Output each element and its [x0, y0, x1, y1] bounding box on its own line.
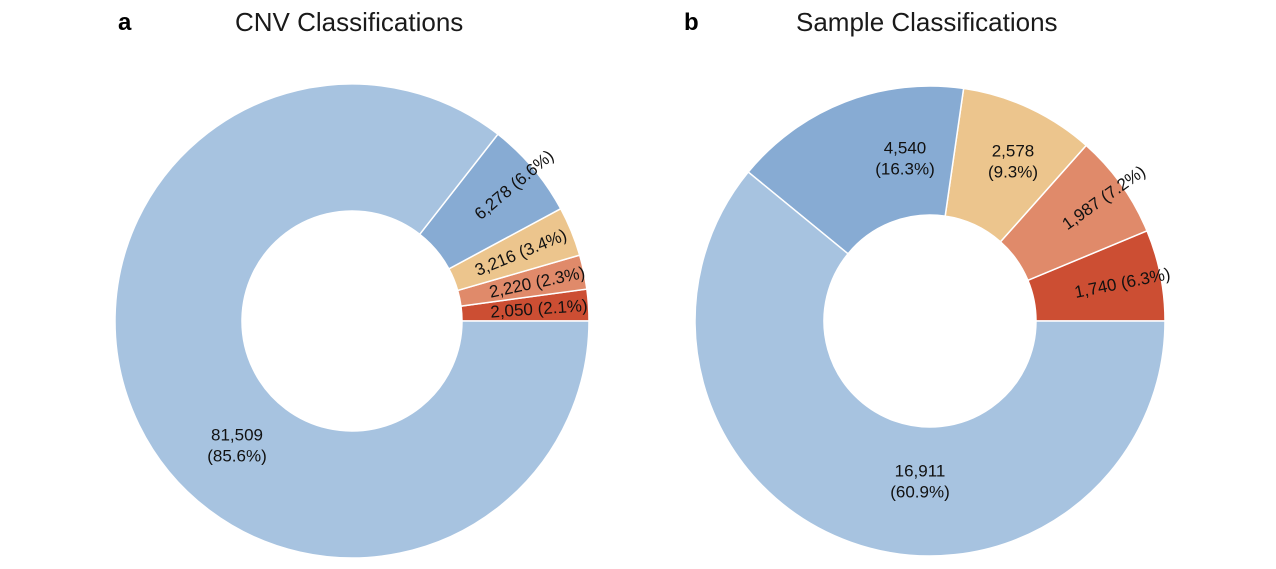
chart-panel-a: a CNV Classifications 81,509 (85.6%) 6,278… [114, 7, 590, 559]
panel-letter-a: a [118, 9, 132, 36]
chart-title-b: Sample Classifications [796, 7, 1058, 37]
donut-slice-2 [747, 85, 965, 255]
slice-label-1: 81,509 (85.6%) [207, 426, 267, 466]
panel-letter-b: b [684, 9, 699, 36]
donut-chart-cnv: 81,509 (85.6%)6,278 (6.6%)3,216 (3.4%)2,2… [114, 83, 590, 559]
donut-slice-1 [114, 83, 590, 559]
slice-label-3: 2,578 (9.3%) [988, 142, 1038, 182]
chart-title-a: CNV Classifications [235, 7, 464, 37]
slice-label-1: 16,911 (60.9%) [890, 462, 950, 502]
donut-chart-sample: 16,911 (60.9%)4,540 (16.3%)2,578 (9.3%) 1,98… [694, 85, 1172, 557]
slice-label-2: 4,540 (16.3%) [875, 139, 935, 179]
chart-panel-b: b Sample Classifications 16,911 (60.9%) 4,… [638, 0, 1276, 569]
donut-slice-1 [694, 170, 1166, 557]
